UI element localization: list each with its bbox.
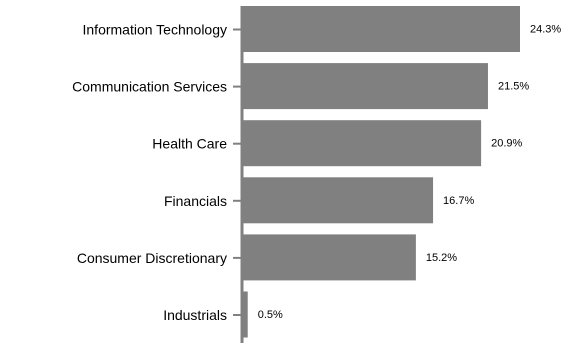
- value-label: 24.3%: [530, 24, 561, 36]
- bar: [242, 177, 434, 224]
- value-label: 21.5%: [498, 81, 529, 93]
- bar: [242, 63, 488, 110]
- bars-group: [242, 6, 520, 338]
- category-label: Health Care: [152, 136, 227, 152]
- category-label: Communication Services: [72, 79, 227, 95]
- category-label: Financials: [164, 193, 227, 209]
- value-label: 0.5%: [258, 309, 283, 321]
- bar: [242, 6, 520, 52]
- bar: [242, 234, 416, 281]
- category-label: Information Technology: [83, 22, 228, 38]
- value-label: 15.2%: [426, 252, 457, 264]
- category-label: Consumer Discretionary: [77, 250, 227, 266]
- y-axis-ticks: [233, 28, 242, 316]
- bar: [242, 291, 248, 338]
- bar: [242, 120, 482, 167]
- value-label: 20.9%: [491, 138, 522, 150]
- category-labels: Information Technology Communication Serv…: [72, 22, 227, 324]
- value-label: 16.7%: [443, 195, 474, 207]
- category-label: Industrials: [163, 307, 227, 323]
- value-labels: 24.3% 21.5% 20.9% 16.7% 15.2% 0.5%: [258, 24, 562, 322]
